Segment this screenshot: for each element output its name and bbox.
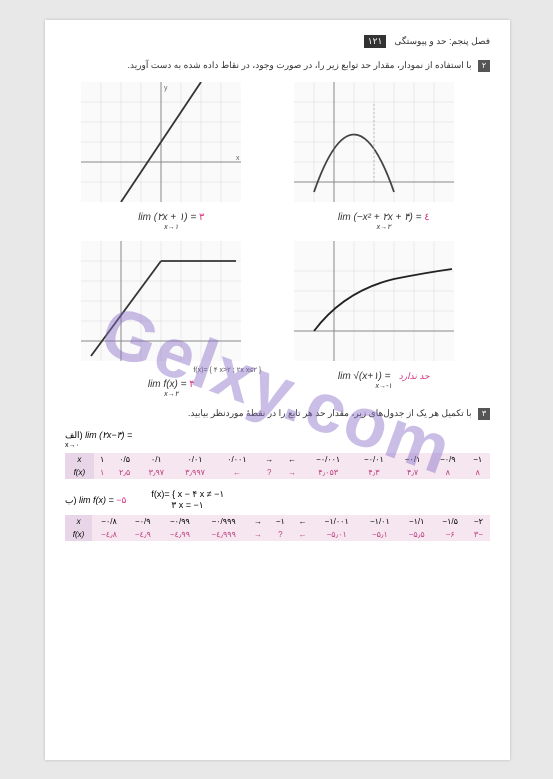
chart-4-sqrt xyxy=(294,241,454,361)
charts-row-2: f(x)= { ۴ x>۲ ; ۲x x≤۲ } lim f(x) = ۴ x→… xyxy=(65,241,490,398)
page-number: ۱۲۱ xyxy=(364,35,387,48)
table-2-section: ب) lim f(x) = −۵ f(x)= { x − ۴ x ≠ −۱ ۳ … xyxy=(65,489,490,541)
chart-4-box: lim √(x+۱) = حد ندارد x→-۱ xyxy=(294,241,474,398)
question-text: با استفاده از نمودار، مقدار حد توابع زیر… xyxy=(127,60,471,70)
chapter-title: فصل پنجم: حد و پیوستگی xyxy=(394,36,490,47)
chart-2-box: lim (−x² + ۲x + ۴) = ٤ x→۲ xyxy=(294,82,474,231)
page-header: فصل پنجم: حد و پیوستگی ۱۲۱ xyxy=(65,35,490,48)
chart-3-formula: lim f(x) = ۴ x→۲ xyxy=(81,379,261,398)
chart-3-piecewise xyxy=(81,241,241,361)
table-2-row-x: x−۰/۸−۰/۹−۰/۹۹−۰/۹۹۹→−۱←−۱/۰۰۱−۱/۰۱−۱/۱−… xyxy=(65,515,490,528)
question-2: ۲ با استفاده از نمودار، مقدار حد توابع ز… xyxy=(65,60,490,72)
svg-text:y: y xyxy=(164,85,168,92)
svg-text:x: x xyxy=(236,155,240,162)
table-1-label: الف) lim (۲x−۳) = x→۰ xyxy=(65,430,490,449)
table-2: x−۰/۸−۰/۹−۰/۹۹−۰/۹۹۹→−۱←−۱/۰۰۱−۱/۰۱−۱/۱−… xyxy=(65,515,490,541)
chart-2-parabola xyxy=(294,82,454,202)
chart-1-formula: lim (۲x + ۱) = ۳ x→۱ xyxy=(81,212,261,231)
chart-3-box: f(x)= { ۴ x>۲ ; ۲x x≤۲ } lim f(x) = ۴ x→… xyxy=(81,241,261,398)
table-2-label: ب) lim f(x) = −۵ f(x)= { x − ۴ x ≠ −۱ ۳ … xyxy=(65,489,490,511)
piecewise-def: f(x)= { x − ۴ x ≠ −۱ ۳ x = −۱ xyxy=(151,489,224,511)
chart-4-answer: حد ندارد xyxy=(399,371,430,381)
question-number: ۲ xyxy=(478,60,490,72)
table-2-row-fx: f(x)−٤٫۸−٤٫۹−٤٫۹۹−٤٫۹۹۹→?←−۵٫۰۱−۵٫۱−۵٫۵−… xyxy=(65,528,490,541)
page-container: فصل پنجم: حد و پیوستگی ۱۲۱ ۲ با استفاده … xyxy=(45,20,510,760)
chart-1-box: x y lim (۲x + ۱) = ۳ x→۱ xyxy=(81,82,261,231)
table-1-row-x: x۱۰/۵۰/۱۰/۰۱۰/۰۰۱→←−۰/۰۰۱−۰/۰۱−۰/۱−۰/۹−۱ xyxy=(65,453,490,466)
chart-3-note: f(x)= { ۴ x>۲ ; ۲x x≤۲ } xyxy=(81,366,261,374)
chart-1-linear: x y xyxy=(81,82,241,202)
chart-4-formula: lim √(x+۱) = حد ندارد x→-۱ xyxy=(294,371,474,390)
table-1-section: الف) lim (۲x−۳) = x→۰ x۱۰/۵۰/۱۰/۰۱۰/۰۰۱→… xyxy=(65,430,490,479)
question-3: ۳ با تکمیل هر یک از جدول‌های زیر، مقدار … xyxy=(65,408,490,420)
question-number-3: ۳ xyxy=(478,408,490,420)
question-3-text: با تکمیل هر یک از جدول‌های زیر، مقدار حد… xyxy=(188,408,472,418)
chart-2-formula: lim (−x² + ۲x + ۴) = ٤ x→۲ xyxy=(294,212,474,231)
table-1-row-fx: f(x)۱۲٫۵۳٫۹۷۳٫۹۹۷←?→۴٫۰۵۳۴٫۳۴٫۷∧∧ xyxy=(65,466,490,479)
charts-row-1: x y lim (۲x + ۱) = ۳ x→۱ xyxy=(65,82,490,231)
table-1: x۱۰/۵۰/۱۰/۰۱۰/۰۰۱→←−۰/۰۰۱−۰/۰۱−۰/۱−۰/۹−۱… xyxy=(65,453,490,479)
